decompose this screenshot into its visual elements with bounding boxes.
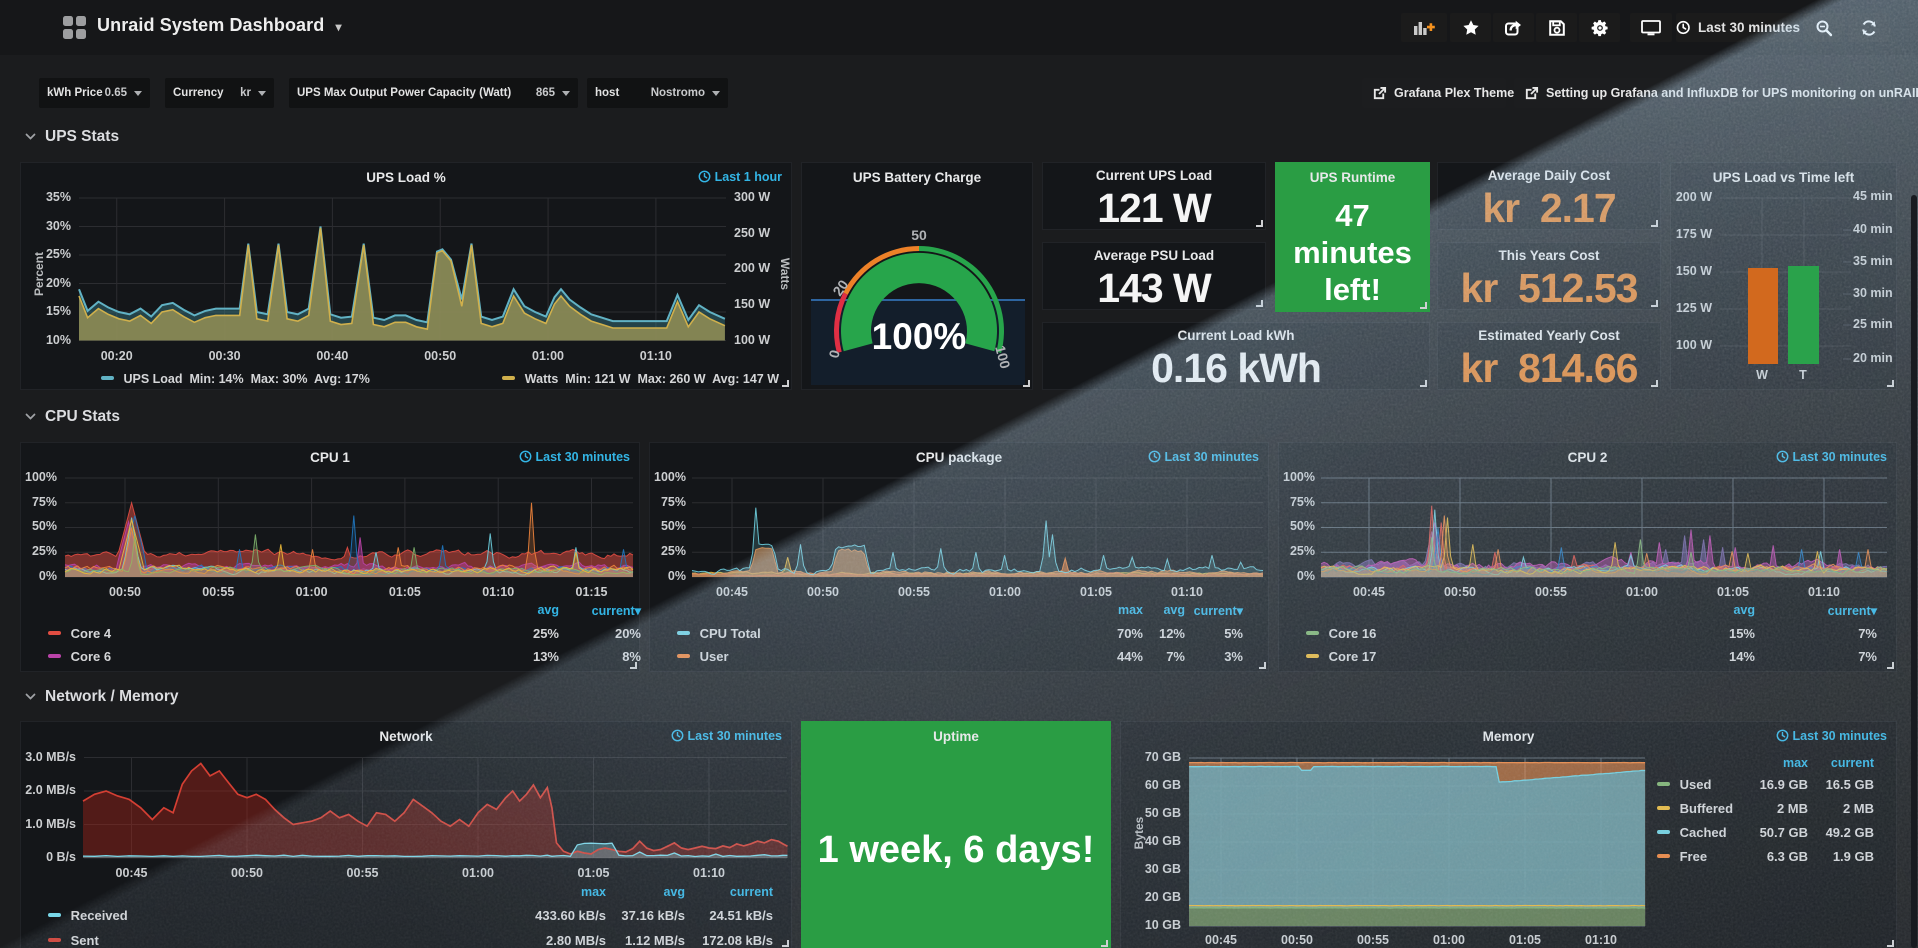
- svg-text:100%: 100%: [872, 316, 967, 357]
- svg-text:20: 20: [829, 277, 851, 299]
- svg-text:50: 50: [911, 227, 927, 243]
